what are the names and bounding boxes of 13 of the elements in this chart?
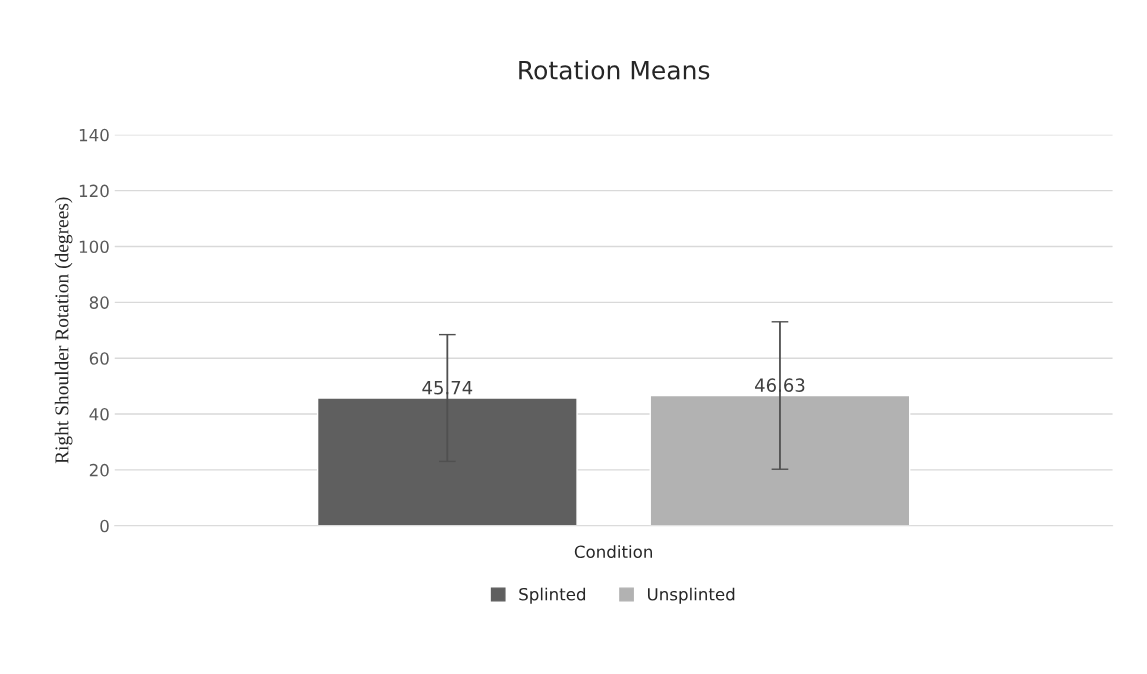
legend-label: Unsplinted [648,587,735,604]
y-tick-label: 80 [89,296,109,309]
y-tick-label: 60 [89,352,109,365]
y-tick-label: 20 [89,463,109,477]
y-tick-label: 40 [89,407,109,421]
y-axis-title: Right Shoulder Rotation (degrees) [54,197,73,464]
chart-title: Rotation Means [519,60,710,80]
y-tick-label: 100 [79,240,109,254]
y-tick-label: 120 [79,184,109,198]
legend-label: Splinted [519,587,586,604]
y-tick-label: 140 [79,128,109,142]
x-tick-label: Condition [574,545,652,559]
y-tick-label: 0 [100,519,109,533]
